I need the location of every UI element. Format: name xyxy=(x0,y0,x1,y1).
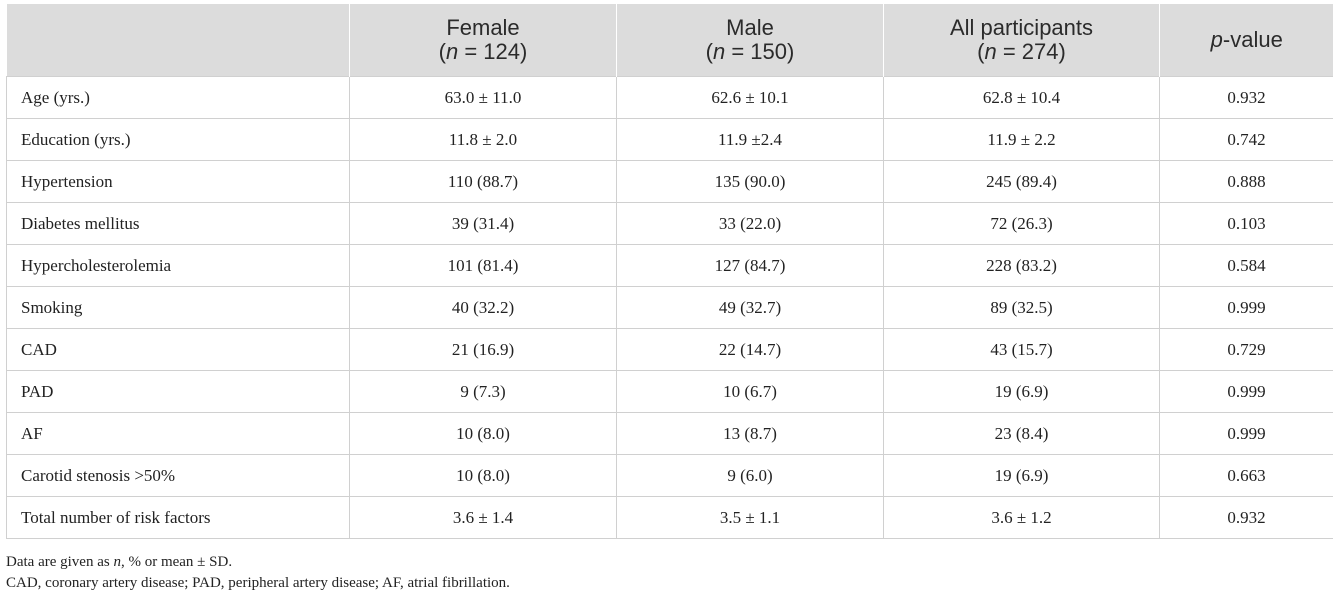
table-row: Hypercholesterolemia 101 (81.4) 127 (84.… xyxy=(6,244,1333,287)
header-female: Female (n = 124) xyxy=(349,4,617,77)
cell-all: 3.6 ± 1.2 xyxy=(883,496,1160,539)
table-row: Age (yrs.) 63.0 ± 11.0 62.6 ± 10.1 62.8 … xyxy=(6,76,1333,119)
cell-female: 39 (31.4) xyxy=(349,202,617,245)
cell-all: 23 (8.4) xyxy=(883,412,1160,455)
cell-all: 72 (26.3) xyxy=(883,202,1160,245)
cell-female: 40 (32.2) xyxy=(349,286,617,329)
cell-female: 101 (81.4) xyxy=(349,244,617,287)
cell-p-value: 0.932 xyxy=(1159,496,1333,539)
cell-all: 245 (89.4) xyxy=(883,160,1160,203)
cell-all: 19 (6.9) xyxy=(883,370,1160,413)
cell-male: 62.6 ± 10.1 xyxy=(616,76,884,119)
row-label: Hypertension xyxy=(6,160,350,203)
table-row: Total number of risk factors 3.6 ± 1.4 3… xyxy=(6,496,1333,539)
row-label: PAD xyxy=(6,370,350,413)
table-row: CAD 21 (16.9) 22 (14.7) 43 (15.7) 0.729 xyxy=(6,328,1333,371)
cell-male: 127 (84.7) xyxy=(616,244,884,287)
footnote-abbreviations: CAD, coronary artery disease; PAD, perip… xyxy=(6,575,510,591)
row-label: Hypercholesterolemia xyxy=(6,244,350,287)
row-label: Total number of risk factors xyxy=(6,496,350,539)
header-male-n: (n = 150) xyxy=(705,39,795,64)
table-row: Diabetes mellitus 39 (31.4) 33 (22.0) 72… xyxy=(6,202,1333,245)
footnote-data-format: Data are given as n, % or mean ± SD. xyxy=(6,554,233,570)
row-label: Age (yrs.) xyxy=(6,76,350,119)
header-female-n: (n = 124) xyxy=(438,39,528,64)
header-female-label: Female xyxy=(446,15,520,40)
row-label: AF xyxy=(6,412,350,455)
table-row: Education (yrs.) 11.8 ± 2.0 11.9 ±2.4 11… xyxy=(6,118,1333,161)
table-row: AF 10 (8.0) 13 (8.7) 23 (8.4) 0.999 xyxy=(6,412,1333,455)
cell-p-value: 0.888 xyxy=(1159,160,1333,203)
cell-female: 10 (8.0) xyxy=(349,454,617,497)
cell-p-value: 0.999 xyxy=(1159,412,1333,455)
cell-p-value: 0.999 xyxy=(1159,286,1333,329)
cell-male: 33 (22.0) xyxy=(616,202,884,245)
cell-female: 11.8 ± 2.0 xyxy=(349,118,617,161)
cell-all: 89 (32.5) xyxy=(883,286,1160,329)
cell-male: 135 (90.0) xyxy=(616,160,884,203)
row-label: CAD xyxy=(6,328,350,371)
row-label: Education (yrs.) xyxy=(6,118,350,161)
cell-female: 63.0 ± 11.0 xyxy=(349,76,617,119)
cell-all: 19 (6.9) xyxy=(883,454,1160,497)
row-label: Smoking xyxy=(6,286,350,329)
cell-p-value: 0.999 xyxy=(1159,370,1333,413)
header-p-value: p-value xyxy=(1159,4,1333,77)
cell-male: 49 (32.7) xyxy=(616,286,884,329)
cell-female: 110 (88.7) xyxy=(349,160,617,203)
cell-all: 228 (83.2) xyxy=(883,244,1160,287)
header-male: Male (n = 150) xyxy=(616,4,884,77)
cell-p-value: 0.584 xyxy=(1159,244,1333,287)
cell-male: 10 (6.7) xyxy=(616,370,884,413)
header-all-participants: All participants (n = 274) xyxy=(883,4,1160,77)
row-label: Carotid stenosis >50% xyxy=(6,454,350,497)
table-row: Carotid stenosis >50% 10 (8.0) 9 (6.0) 1… xyxy=(6,454,1333,497)
cell-p-value: 0.729 xyxy=(1159,328,1333,371)
header-male-label: Male xyxy=(726,15,774,40)
cell-male: 13 (8.7) xyxy=(616,412,884,455)
cell-all: 43 (15.7) xyxy=(883,328,1160,371)
cell-male: 11.9 ±2.4 xyxy=(616,118,884,161)
demographics-table: Female (n = 124) Male (n = 150) All part… xyxy=(6,4,1333,539)
cell-p-value: 0.663 xyxy=(1159,454,1333,497)
table-header-row: Female (n = 124) Male (n = 150) All part… xyxy=(6,4,1333,77)
table-row: PAD 9 (7.3) 10 (6.7) 19 (6.9) 0.999 xyxy=(6,370,1333,413)
table-row: Smoking 40 (32.2) 49 (32.7) 89 (32.5) 0.… xyxy=(6,286,1333,329)
cell-all: 11.9 ± 2.2 xyxy=(883,118,1160,161)
cell-all: 62.8 ± 10.4 xyxy=(883,76,1160,119)
cell-p-value: 0.742 xyxy=(1159,118,1333,161)
cell-female: 3.6 ± 1.4 xyxy=(349,496,617,539)
cell-p-value: 0.932 xyxy=(1159,76,1333,119)
row-label: Diabetes mellitus xyxy=(6,202,350,245)
cell-p-value: 0.103 xyxy=(1159,202,1333,245)
header-empty-cell xyxy=(6,4,350,77)
header-all-label: All participants xyxy=(949,15,1094,40)
cell-male: 9 (6.0) xyxy=(616,454,884,497)
table-row: Hypertension 110 (88.7) 135 (90.0) 245 (… xyxy=(6,160,1333,203)
cell-female: 10 (8.0) xyxy=(349,412,617,455)
header-all-n: (n = 274) xyxy=(977,39,1066,64)
table-footnotes: Data are given as n, % or mean ± SD. CAD… xyxy=(6,552,510,594)
cell-male: 3.5 ± 1.1 xyxy=(616,496,884,539)
cell-male: 22 (14.7) xyxy=(616,328,884,371)
demographics-table-container: Female (n = 124) Male (n = 150) All part… xyxy=(6,4,1333,539)
cell-female: 21 (16.9) xyxy=(349,328,617,371)
cell-female: 9 (7.3) xyxy=(349,370,617,413)
